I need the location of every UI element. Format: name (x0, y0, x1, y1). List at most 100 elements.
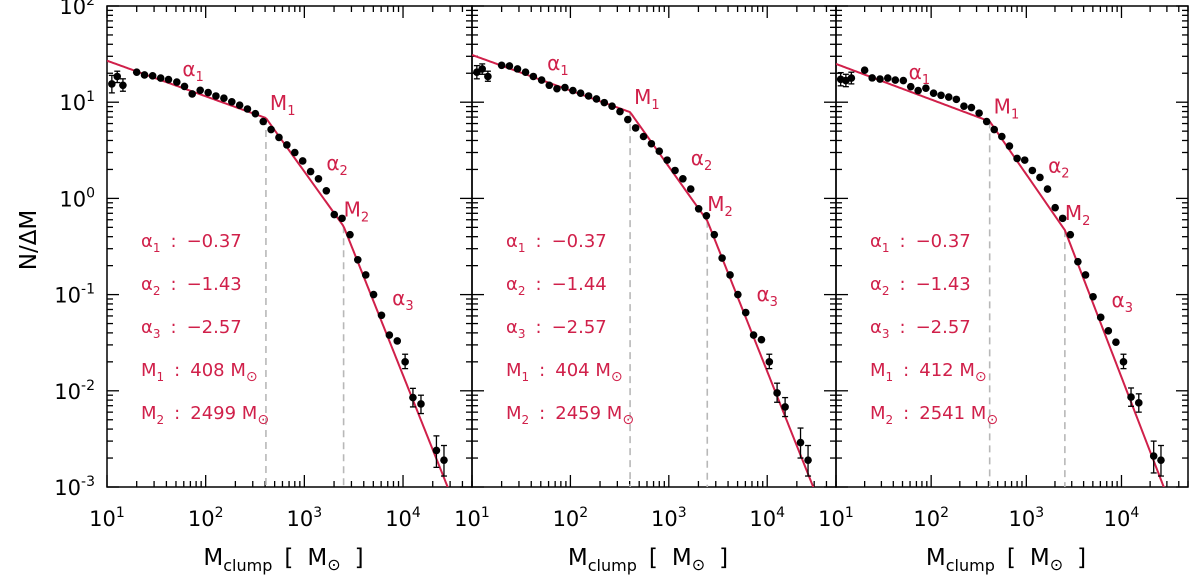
data-point (749, 331, 758, 339)
data-point (113, 72, 122, 81)
curve-annotation-4: M2 (1065, 201, 1091, 229)
data-point (679, 174, 687, 183)
data-point (478, 65, 487, 73)
data-point (757, 335, 766, 344)
x-axis-label: Mclump[M⊙] (203, 545, 363, 575)
data-point (883, 74, 892, 82)
data-point (1051, 203, 1059, 212)
param-row: M1:412 M⊙ (870, 360, 987, 385)
data-point (432, 446, 441, 455)
curve-annotation-2: M1 (634, 85, 660, 113)
fit-line (836, 62, 1165, 487)
data-point (259, 117, 268, 126)
data-point (440, 456, 448, 464)
data-point (314, 174, 323, 183)
data-point (726, 271, 734, 279)
data-point (1005, 142, 1014, 150)
data-point (781, 403, 789, 411)
data-point (710, 230, 719, 239)
data-point (156, 74, 165, 82)
param-row: M2:2459 M⊙ (506, 403, 634, 428)
y-tick-label: 10-1 (54, 282, 95, 308)
x-tick-label: 104 (1104, 505, 1140, 531)
data-point (804, 456, 812, 464)
data-point (990, 125, 999, 134)
data-point (1074, 257, 1082, 266)
data-point (119, 81, 127, 90)
param-row: M2:2499 M⊙ (141, 403, 269, 428)
x-tick-label: 101 (454, 505, 490, 531)
data-point (967, 103, 976, 112)
data-point (718, 254, 726, 262)
data-point (1149, 452, 1158, 460)
x-tick-label: 102 (188, 505, 224, 531)
data-point (484, 72, 492, 81)
param-row: M2:2541 M⊙ (870, 403, 998, 428)
param-row: α1: −0.37 (506, 231, 607, 255)
data-point (592, 95, 601, 103)
data-point (975, 109, 983, 117)
data-point (1081, 271, 1090, 279)
x-tick-label: 104 (385, 505, 421, 531)
data-point (847, 74, 856, 82)
data-point (173, 78, 181, 86)
data-point (914, 86, 922, 95)
data-point (1043, 185, 1052, 193)
data-point (796, 438, 805, 447)
data-point (385, 331, 394, 339)
data-point (346, 230, 354, 239)
data-point (952, 95, 961, 104)
data-point (1104, 327, 1113, 335)
curve-annotation-4: M2 (707, 192, 733, 220)
x-tick-label: 101 (89, 505, 125, 531)
data-point (529, 72, 538, 81)
y-tick-label: 10-3 (54, 474, 95, 500)
x-tick-label: 104 (749, 505, 785, 531)
param-row: M1:408 M⊙ (141, 360, 258, 385)
y-tick-label: 10-2 (54, 378, 95, 404)
data-point (773, 389, 781, 397)
data-point (1157, 456, 1165, 464)
data-point (639, 132, 648, 141)
curve-annotation-5: α3 (1112, 288, 1133, 316)
data-point (906, 82, 915, 91)
data-point (306, 167, 315, 176)
curve-annotation-1: α1 (547, 51, 568, 79)
param-row: M1:404 M⊙ (506, 360, 623, 385)
x-tick-label: 102 (553, 505, 589, 531)
data-point (164, 75, 173, 84)
data-point (663, 156, 671, 164)
data-point (196, 86, 204, 95)
data-point (1112, 338, 1120, 347)
y-tick-label: 101 (59, 89, 95, 115)
x-tick-label: 103 (651, 505, 687, 531)
data-point (1066, 230, 1075, 239)
data-point (330, 210, 339, 219)
curve-annotation-2: M1 (270, 91, 296, 119)
data-point (623, 115, 632, 124)
data-point (132, 68, 141, 77)
data-point (553, 84, 561, 93)
data-point (1028, 166, 1037, 175)
param-row: α3: −2.57 (506, 317, 607, 341)
x-tick-label: 101 (818, 505, 854, 531)
data-point (505, 62, 514, 70)
curve-annotation-5: α3 (392, 286, 413, 314)
curve-annotation-3: α2 (691, 146, 712, 174)
data-point (982, 117, 991, 126)
panel-3: 101 102 103 104 Mclump[M⊙] α1 M1 α2 M2 α3 α1: −0.37… (818, 5, 1189, 575)
data-point (521, 68, 530, 77)
fit-line (472, 53, 815, 487)
data-point (576, 89, 585, 98)
data-point (1127, 393, 1135, 401)
data-point (275, 133, 283, 142)
data-point (497, 61, 506, 70)
data-point (140, 71, 149, 79)
data-point (944, 93, 953, 101)
curve-annotation-4: M2 (344, 197, 370, 225)
data-point (298, 157, 307, 165)
param-row: α2: −1.44 (506, 274, 607, 298)
data-point (235, 101, 244, 110)
data-point (868, 74, 876, 82)
